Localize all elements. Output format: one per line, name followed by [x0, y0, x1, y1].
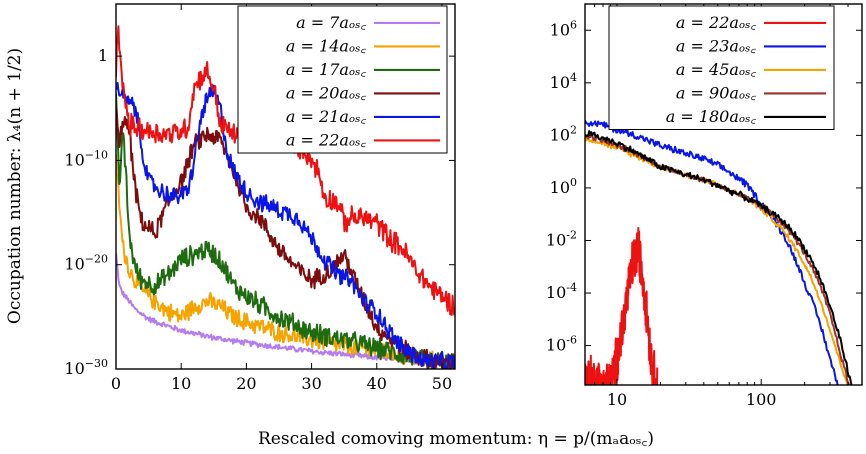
legend-box: [608, 5, 835, 130]
legend-entry-label: a = 45aₒₛ꜀: [676, 60, 757, 79]
x-tick-label: 0: [111, 374, 121, 393]
y-tick-label: 10−20: [64, 253, 108, 274]
series-line-2: [585, 135, 849, 385]
y-tick-label: 1: [98, 46, 108, 65]
left-plot-frame: [115, 3, 456, 370]
x-tick-label: 10: [607, 390, 627, 409]
series-line-0: [585, 226, 659, 385]
right-legend: a = 22aₒₛ꜀ a = 23aₒₛ꜀ a = 45aₒₛ꜀ a = 90aₒₛ꜀…: [608, 5, 835, 130]
legend-entry-label: a = 14aₒₛ꜀: [286, 36, 367, 55]
legend-box: [237, 5, 448, 154]
y-tick-label: 10−10: [64, 148, 108, 169]
legend-entry-label: a = 17aₒₛ꜀: [286, 60, 367, 79]
legend-entry-label: a = 90aₒₛ꜀: [676, 83, 757, 102]
left-legend: a = 7aₒₛ꜀ a = 14aₒₛ꜀ a = 17aₒₛ꜀ a = 20aₒₛ꜀ a…: [237, 5, 448, 154]
y-tick-label: 100: [550, 176, 577, 197]
x-tick-label: 40: [367, 374, 387, 393]
y-tick-label: 10-6: [546, 334, 577, 355]
shared-x-axis-label: Rescaled comoving momentum: η = p/(mₐaₒₛ…: [258, 429, 654, 449]
series-line-4: [585, 130, 853, 385]
left-y-axis-label: Occupation number: λ₄(n + 1/2): [5, 48, 25, 324]
y-tick-label: 102: [550, 123, 577, 144]
x-tick-label: 20: [236, 374, 256, 393]
x-tick-label: 100: [746, 390, 777, 409]
right-series-lines: [585, 120, 853, 385]
y-tick-label: 10-4: [546, 281, 577, 302]
legend-entry-label: a = 20aₒₛ꜀: [286, 83, 367, 102]
legend-entry-label: a = 22aₒₛ꜀: [676, 13, 757, 32]
legend-entry-label: a = 23aₒₛ꜀: [676, 36, 757, 55]
x-tick-label: 10: [171, 374, 191, 393]
legend-entry-label: a = 7aₒₛ꜀: [296, 13, 366, 32]
y-tick-label: 10-2: [546, 228, 577, 249]
x-tick-label: 30: [301, 374, 321, 393]
y-tick-label: 106: [550, 18, 577, 39]
right-axis-ticks: 10 100 106 104 102 100 10-2 10-4 10-6: [546, 4, 863, 409]
y-tick-label: 104: [550, 71, 577, 92]
legend-entry-label: a = 22aₒₛ꜀: [286, 130, 367, 149]
left-axis-ticks: 0 10 20 30 40 50 1 10−10 10−20 10−30: [64, 4, 455, 393]
legend-entry-label: a = 180aₒₛ꜀: [666, 107, 757, 126]
series-line-1: [585, 120, 839, 385]
right-plot-frame: [584, 3, 863, 386]
y-tick-label: 10−30: [64, 357, 108, 378]
right-panel: 10 100 106 104 102 100 10-2 10-4 10-6 a = 22aₒₛ꜀…: [546, 3, 863, 409]
legend-entry-label: a = 21aₒₛ꜀: [286, 107, 367, 126]
series-line-2: [116, 93, 455, 369]
x-tick-label: 50: [432, 374, 452, 393]
series-line-4: [116, 82, 455, 369]
